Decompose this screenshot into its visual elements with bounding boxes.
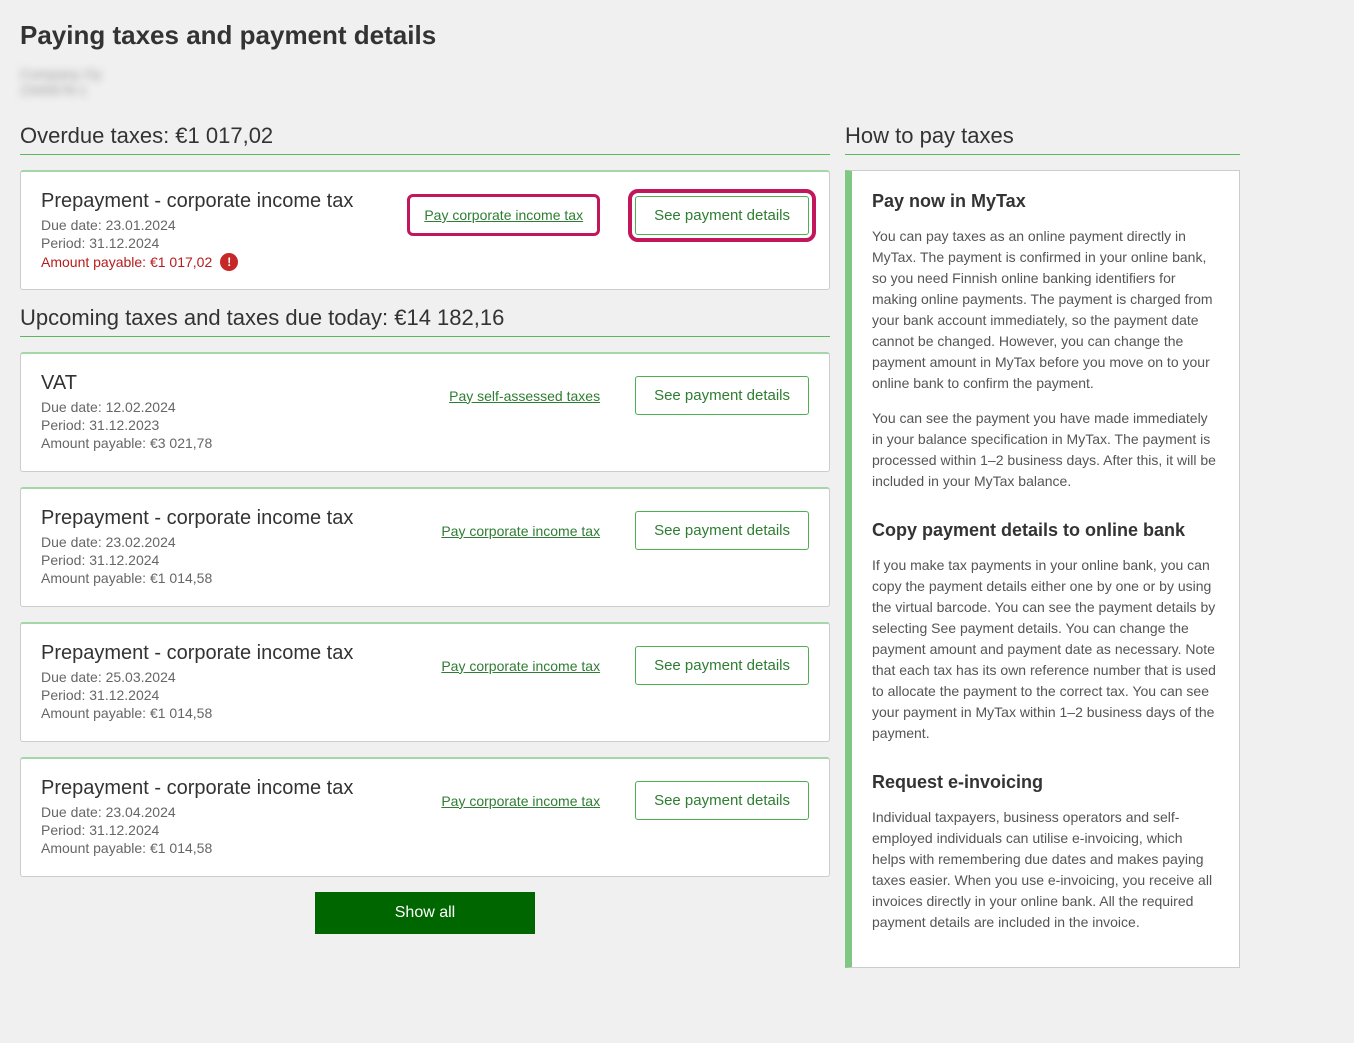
side-section-title: Request e-invoicing [872,772,1219,793]
overdue-heading: Overdue taxes: €1 017,02 [20,123,830,155]
tax-card: VAT Due date: 12.02.2024 Period: 31.12.2… [20,352,830,472]
see-payment-details-button[interactable]: See payment details [635,781,809,820]
tax-info: Prepayment - corporate income tax Due da… [41,507,441,588]
see-payment-details-button[interactable]: See payment details [635,196,809,235]
side-column: How to pay taxes Pay now in MyTax You ca… [845,123,1240,968]
upcoming-heading: Upcoming taxes and taxes due today: €14 … [20,305,830,337]
tax-due-date: Due date: 12.02.2024 [41,399,449,415]
side-paragraph: Individual taxpayers, business operators… [872,807,1219,933]
see-payment-details-button[interactable]: See payment details [635,511,809,550]
customer-info: Company Oy 2345678-1 [20,66,1334,98]
highlight-frame-link: Pay corporate income tax [407,194,600,236]
tax-card: Prepayment - corporate income tax Due da… [20,757,830,877]
see-payment-details-button[interactable]: See payment details [635,376,809,415]
customer-name: Company Oy [20,66,1334,82]
side-section-title: Pay now in MyTax [872,191,1219,212]
tax-actions: Pay corporate income tax See payment det… [441,507,809,550]
show-all-container: Show all [20,892,830,934]
warning-icon: ! [220,253,238,271]
tax-amount: Amount payable: €1 014,58 [41,705,441,721]
tax-amount: Amount payable: €1 014,58 [41,840,441,856]
tax-due-date: Due date: 23.02.2024 [41,534,441,550]
tax-amount: Amount payable: €3 021,78 [41,435,449,451]
main-column: Overdue taxes: €1 017,02 Prepayment - co… [20,123,830,968]
pay-link[interactable]: Pay self-assessed taxes [449,388,600,404]
tax-actions: Pay self-assessed taxes See payment deta… [449,372,809,415]
pay-link[interactable]: Pay corporate income tax [441,793,600,809]
tax-period: Period: 31.12.2023 [41,417,449,433]
tax-period: Period: 31.12.2024 [41,235,407,251]
tax-due-date: Due date: 23.01.2024 [41,217,407,233]
side-paragraph: You can pay taxes as an online payment d… [872,226,1219,394]
see-payment-details-button[interactable]: See payment details [635,646,809,685]
tax-period: Period: 31.12.2024 [41,687,441,703]
tax-actions: Pay corporate income tax See payment det… [441,642,809,685]
tax-due-date: Due date: 25.03.2024 [41,669,441,685]
tax-actions: Pay corporate income tax See payment det… [441,777,809,820]
tax-amount-text: Amount payable: €1 017,02 [41,254,212,270]
side-paragraph: If you make tax payments in your online … [872,555,1219,744]
highlight-frame-button: See payment details [635,196,809,235]
tax-info: Prepayment - corporate income tax Due da… [41,777,441,858]
side-paragraph: You can see the payment you have made im… [872,408,1219,492]
tax-info: Prepayment - corporate income tax Due da… [41,190,407,271]
pay-link[interactable]: Pay corporate income tax [441,523,600,539]
tax-period: Period: 31.12.2024 [41,552,441,568]
tax-card-overdue: Prepayment - corporate income tax Due da… [20,170,830,290]
tax-amount: Amount payable: €1 014,58 [41,570,441,586]
side-panel: Pay now in MyTax You can pay taxes as an… [845,170,1240,968]
tax-info: Prepayment - corporate income tax Due da… [41,642,441,723]
tax-period: Period: 31.12.2024 [41,822,441,838]
pay-link[interactable]: Pay corporate income tax [424,207,583,223]
customer-id: 2345678-1 [20,82,1334,98]
tax-card: Prepayment - corporate income tax Due da… [20,622,830,742]
tax-title: Prepayment - corporate income tax [41,507,441,530]
side-section-title: Copy payment details to online bank [872,520,1219,541]
tax-info: VAT Due date: 12.02.2024 Period: 31.12.2… [41,372,449,453]
page-title: Paying taxes and payment details [20,20,1334,51]
show-all-button[interactable]: Show all [315,892,535,934]
tax-actions: Pay corporate income tax See payment det… [407,190,809,236]
tax-title: Prepayment - corporate income tax [41,777,441,800]
tax-amount-overdue: Amount payable: €1 017,02 ! [41,253,407,271]
tax-title: VAT [41,372,449,395]
tax-title: Prepayment - corporate income tax [41,190,407,213]
tax-title: Prepayment - corporate income tax [41,642,441,665]
pay-link[interactable]: Pay corporate income tax [441,658,600,674]
sidebar-heading: How to pay taxes [845,123,1240,155]
tax-card: Prepayment - corporate income tax Due da… [20,487,830,607]
tax-due-date: Due date: 23.04.2024 [41,804,441,820]
